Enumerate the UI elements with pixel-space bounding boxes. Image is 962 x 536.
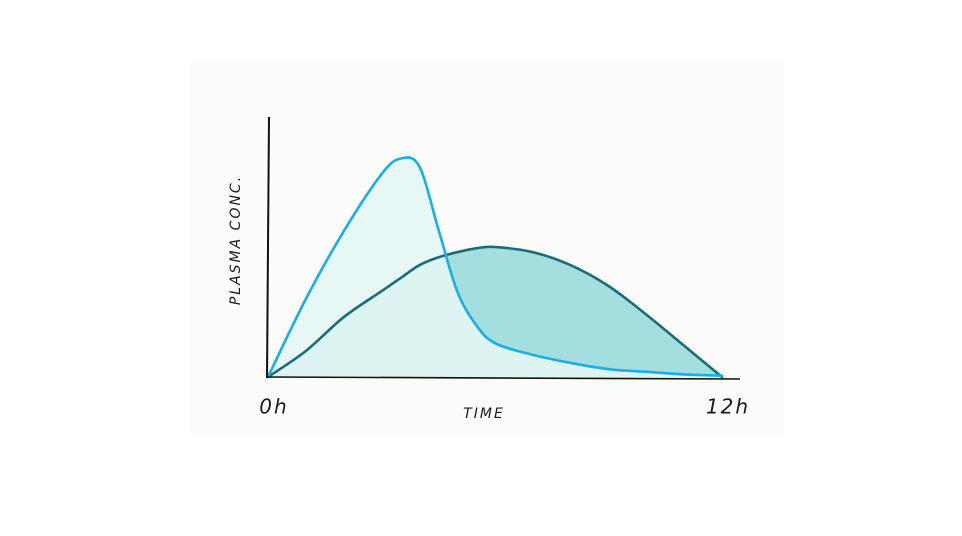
y-axis-label: PLASMA CONC. — [228, 175, 244, 305]
x-axis — [265, 376, 741, 380]
x-axis-label: TIME — [463, 406, 505, 422]
line — [266, 156, 724, 379]
plot-area — [266, 156, 724, 379]
area — [268, 157, 722, 377]
line — [266, 245, 724, 379]
x-tick-label: 12h — [706, 395, 750, 419]
x-tick-label: 0h — [259, 395, 288, 419]
y-axis — [266, 116, 270, 379]
